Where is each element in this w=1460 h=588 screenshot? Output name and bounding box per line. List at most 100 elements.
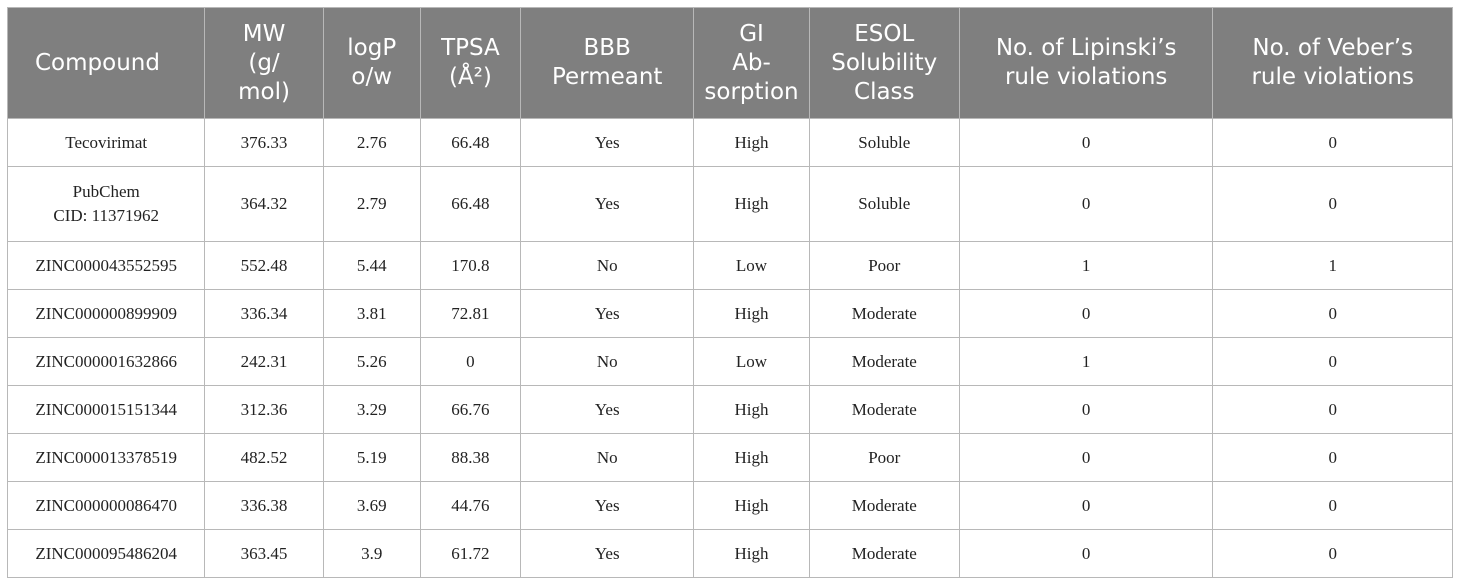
compound-cell: ZINC000015151344 — [6, 385, 206, 434]
tpsa-cell: 72.81 — [419, 289, 522, 338]
veber-cell: 0 — [1212, 337, 1453, 386]
header-line: ESOL — [854, 20, 915, 47]
tpsa-cell: 170.8 — [419, 241, 522, 290]
header-line: rule violations — [1004, 64, 1168, 90]
mw-cell: 482.52 — [204, 433, 324, 482]
compound-cell: PubChem CID: 11371962 — [6, 166, 206, 242]
logp-cell: 5.19 — [322, 433, 421, 482]
header-line: No. of Lipinski’s — [995, 35, 1177, 61]
compound-line: ZINC000015151344 — [35, 399, 178, 419]
bbb-cell: No — [520, 241, 695, 290]
table-row: ZINC000013378519 482.52 5.19 88.38 No Hi… — [6, 433, 1453, 482]
lipinski-cell: 0 — [958, 289, 1214, 338]
header-line: BBB — [583, 35, 631, 61]
tpsa-cell: 88.38 — [419, 433, 522, 482]
bbb-cell: Yes — [520, 289, 695, 338]
veber-cell: 0 — [1212, 118, 1453, 167]
header-line: MW — [242, 20, 286, 47]
tpsa-cell: 66.48 — [419, 118, 522, 167]
compound-cell: ZINC000000899909 — [6, 289, 206, 338]
veber-cell: 0 — [1212, 433, 1453, 482]
lipinski-cell: 0 — [958, 118, 1214, 167]
header-compound: Compound — [6, 7, 206, 119]
mw-cell: 552.48 — [204, 241, 324, 290]
compound-line: ZINC000013378519 — [35, 447, 178, 467]
table-row: ZINC000095486204 363.45 3.9 61.72 Yes Hi… — [6, 529, 1453, 578]
header-line: Ab- — [732, 49, 771, 76]
compound-cell: ZINC000013378519 — [6, 433, 206, 482]
lipinski-cell: 0 — [958, 433, 1214, 482]
esol-cell: Moderate — [808, 289, 960, 338]
bbb-cell: Yes — [520, 166, 695, 242]
header-line: TPSA — [441, 35, 500, 61]
lipinski-cell: 1 — [958, 337, 1214, 386]
gi-cell: High — [693, 166, 810, 242]
table-row: PubChem CID: 11371962 364.32 2.79 66.48 Y… — [6, 166, 1453, 242]
header-line: (Å²) — [448, 64, 492, 90]
compound-line: ZINC000043552595 — [35, 255, 178, 275]
logp-cell: 5.44 — [322, 241, 421, 290]
gi-cell: Low — [693, 241, 810, 290]
bbb-cell: Yes — [520, 385, 695, 434]
header-line: (g/ — [248, 49, 280, 76]
bbb-cell: Yes — [520, 118, 695, 167]
veber-cell: 1 — [1212, 241, 1453, 290]
logp-cell: 2.79 — [322, 166, 421, 242]
tpsa-cell: 66.76 — [419, 385, 522, 434]
veber-cell: 0 — [1212, 385, 1453, 434]
lipinski-cell: 0 — [958, 166, 1214, 242]
mw-cell: 336.38 — [204, 481, 324, 530]
header-veber-violations: No. of Veber’s rule violations — [1212, 7, 1453, 119]
esol-cell: Moderate — [808, 385, 960, 434]
table-row: ZINC000000899909 336.34 3.81 72.81 Yes H… — [6, 289, 1453, 338]
header-gi-absorption: GI Ab-sorption — [693, 7, 810, 119]
tpsa-cell: 61.72 — [419, 529, 522, 578]
header-mw: MW (g/mol) — [204, 7, 324, 119]
compound-line: PubChem — [72, 182, 140, 201]
compound-line: ZINC000000899909 — [35, 303, 178, 323]
logp-cell: 3.29 — [322, 385, 421, 434]
veber-cell: 0 — [1212, 529, 1453, 578]
compound-cell: ZINC000001632866 — [6, 337, 206, 386]
tpsa-cell: 0 — [419, 337, 522, 386]
veber-cell: 0 — [1212, 289, 1453, 338]
esol-cell: Poor — [808, 433, 960, 482]
table-row: Tecovirimat 376.33 2.76 66.48 Yes High S… — [6, 118, 1453, 167]
gi-cell: High — [693, 433, 810, 482]
tpsa-cell: 44.76 — [419, 481, 522, 530]
compound-cell: Tecovirimat — [6, 118, 206, 167]
compound-properties-table: Compound MW (g/mol) logP o/w TPSA (Å²) BBB P… — [6, 7, 1453, 578]
gi-cell: Low — [693, 337, 810, 386]
header-line: GI — [739, 20, 764, 47]
header-line: o/w — [351, 64, 393, 90]
header-line: mol) — [238, 78, 290, 105]
compound-cell: ZINC000043552595 — [6, 241, 206, 290]
mw-cell: 364.32 — [204, 166, 324, 242]
header-line: logP — [347, 35, 397, 61]
compound-cell: ZINC000000086470 — [6, 481, 206, 530]
logp-cell: 3.9 — [322, 529, 421, 578]
header-line: rule violations — [1251, 64, 1414, 90]
veber-cell: 0 — [1212, 166, 1453, 242]
mw-cell: 336.34 — [204, 289, 324, 338]
header-line: Solubility — [831, 49, 938, 76]
logp-cell: 2.76 — [322, 118, 421, 167]
esol-cell: Moderate — [808, 337, 960, 386]
tpsa-cell: 66.48 — [419, 166, 522, 242]
esol-cell: Moderate — [808, 481, 960, 530]
gi-cell: High — [693, 529, 810, 578]
header-line: No. of Veber’s — [1252, 35, 1413, 61]
bbb-cell: No — [520, 337, 695, 386]
bbb-cell: Yes — [520, 481, 695, 530]
lipinski-cell: 0 — [958, 529, 1214, 578]
gi-cell: High — [693, 118, 810, 167]
mw-cell: 312.36 — [204, 385, 324, 434]
compound-line: ZINC000001632866 — [35, 351, 178, 371]
compound-cell: ZINC000095486204 — [6, 529, 206, 578]
compound-line: ZINC000095486204 — [35, 543, 178, 563]
mw-cell: 376.33 — [204, 118, 324, 167]
bbb-cell: No — [520, 433, 695, 482]
header-esol-solubility: ESOL Solubility Class — [808, 7, 960, 119]
table-row: ZINC000015151344 312.36 3.29 66.76 Yes H… — [6, 385, 1453, 434]
bbb-cell: Yes — [520, 529, 695, 578]
